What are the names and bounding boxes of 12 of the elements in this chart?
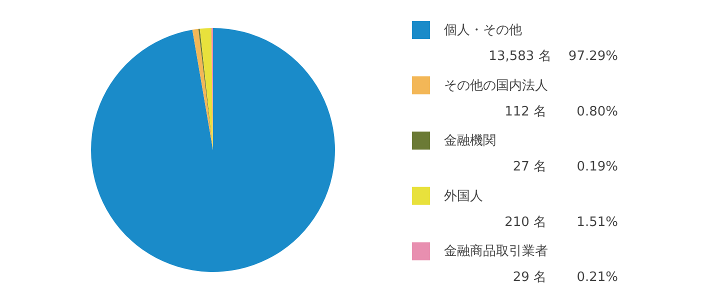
pie-slice [192, 28, 213, 150]
text: 210 名 1.51% [504, 214, 618, 230]
legend-label: その他の国内法人 [444, 78, 548, 94]
pie-slice [91, 28, 335, 272]
text: 112 名 0.80% [504, 104, 618, 120]
text: 27 名 0.19% [512, 160, 618, 175]
legend-label: 金融商品取引業者 [444, 244, 548, 260]
legend-label: 金融機関 [444, 134, 496, 149]
text: 29 名 0.21% [512, 270, 618, 286]
text: 13,583 名 97.29% [488, 49, 618, 64]
legend-label: 個人・その他 [444, 23, 522, 38]
legend-label: 外国人 [444, 188, 483, 204]
